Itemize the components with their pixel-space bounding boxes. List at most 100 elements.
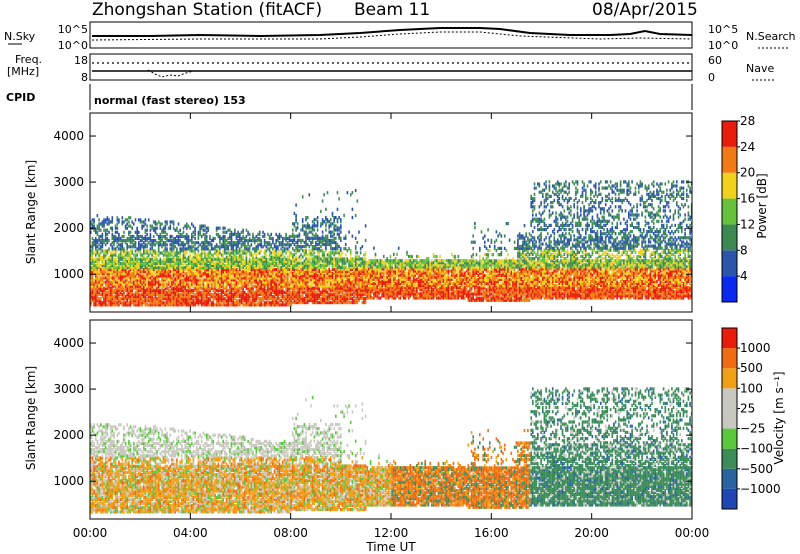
range-gate-cell [338, 263, 340, 267]
range-gate-cell [179, 263, 181, 268]
range-gate-cell [232, 270, 234, 274]
range-gate-cell [136, 284, 138, 288]
range-gate-cell [244, 251, 246, 255]
range-gate-cell [248, 251, 251, 255]
range-gate-cell [139, 303, 142, 307]
range-gate-cell [250, 303, 253, 307]
range-gate-cell [313, 218, 316, 222]
range-gate-cell [282, 253, 284, 257]
range-gate-cell [265, 297, 268, 301]
range-gate-cell [101, 266, 104, 270]
range-gate-cell [229, 241, 231, 245]
range-gate-cell [287, 290, 289, 294]
range-gate-cell [205, 234, 208, 239]
range-gate-cell [169, 278, 172, 282]
range-gate-cell [129, 266, 132, 270]
range-gate-cell [239, 278, 241, 282]
range-gate-cell [234, 274, 236, 278]
range-gate-cell [267, 241, 269, 245]
range-gate-cell [295, 269, 297, 274]
range-gate-cell [369, 277, 372, 281]
range-gate-cell [136, 297, 138, 301]
range-gate-cell [358, 296, 360, 300]
range-gate-cell [182, 259, 185, 263]
range-gate-cell [318, 282, 321, 286]
range-gate-cell [129, 288, 132, 292]
range-gate-cell [161, 280, 163, 284]
range-gate-cell [268, 249, 271, 253]
range-gate-cell [103, 290, 105, 294]
range-gate-cell [172, 297, 175, 301]
range-gate-cell [113, 284, 115, 288]
range-gate-cell [179, 232, 181, 236]
range-gate-cell [248, 280, 251, 284]
range-gate-cell [123, 292, 125, 297]
range-gate-cell [167, 282, 170, 286]
range-gate-cell [207, 228, 210, 232]
range-gate-cell [109, 292, 112, 297]
range-gate-cell [152, 241, 155, 245]
range-gate-cell [167, 274, 170, 278]
range-gate-cell [237, 280, 239, 284]
range-gate-cell [242, 274, 244, 278]
range-gate-cell [146, 251, 148, 255]
range-gate-cell [305, 238, 307, 242]
range-gate-cell [258, 286, 261, 290]
range-gate-cell [219, 257, 221, 261]
range-gate-cell [257, 272, 259, 276]
range-gate-cell [270, 301, 272, 305]
range-gate-cell [108, 282, 110, 286]
range-gate-cell [95, 270, 97, 274]
range-gate-cell [192, 224, 195, 228]
range-gate-cell [114, 301, 117, 305]
range-gate-cell [111, 232, 114, 236]
range-gate-cell [330, 224, 332, 228]
range-gate-cell [237, 266, 239, 270]
range-gate-cell [103, 280, 105, 284]
range-gate-cell [134, 261, 137, 265]
range-gate-cell [177, 266, 180, 270]
range-gate-cell [341, 298, 344, 303]
range-gate-cell [138, 276, 140, 280]
range-gate-cell [157, 280, 160, 284]
range-gate-cell [164, 290, 167, 294]
range-gate-cell [109, 251, 112, 255]
range-gate-cell [316, 249, 319, 253]
range-gate-cell [194, 253, 196, 257]
range-gate-cell [369, 261, 372, 265]
range-gate-cell [172, 295, 175, 299]
range-gate-cell [293, 280, 296, 284]
range-gate-cell [235, 259, 238, 263]
range-gate-cell [204, 241, 206, 245]
range-gate-cell [182, 243, 185, 247]
range-gate-cell [331, 267, 334, 271]
range-gate-cell [210, 284, 213, 288]
range-gate-cell [220, 272, 223, 276]
range-gate-cell [106, 249, 109, 253]
range-gate-cell [166, 249, 168, 253]
range-gate-cell [250, 280, 253, 284]
range-gate-cell [167, 286, 170, 290]
range-gate-cell [240, 299, 243, 303]
range-gate-cell [305, 230, 307, 234]
range-gate-cell [330, 242, 332, 247]
range-gate-cell [310, 292, 312, 296]
range-gate-cell [123, 290, 125, 294]
range-gate-cell [336, 267, 339, 271]
range-gate-cell [159, 272, 162, 276]
range-gate-cell [139, 276, 142, 280]
range-gate-cell [177, 268, 180, 272]
range-gate-cell [156, 292, 158, 297]
range-gate-cell [116, 259, 119, 263]
range-gate-cell [374, 259, 377, 263]
range-gate-cell [200, 253, 203, 257]
range-gate-cell [292, 274, 294, 278]
range-gate-cell [161, 297, 163, 301]
range-gate-cell [253, 251, 256, 255]
range-gate-cell [272, 251, 274, 255]
range-gate-cell [252, 299, 254, 303]
range-gate-cell [136, 249, 138, 253]
range-gate-cell [316, 292, 319, 296]
range-gate-cell [278, 266, 281, 270]
range-gate-cell [280, 241, 282, 245]
